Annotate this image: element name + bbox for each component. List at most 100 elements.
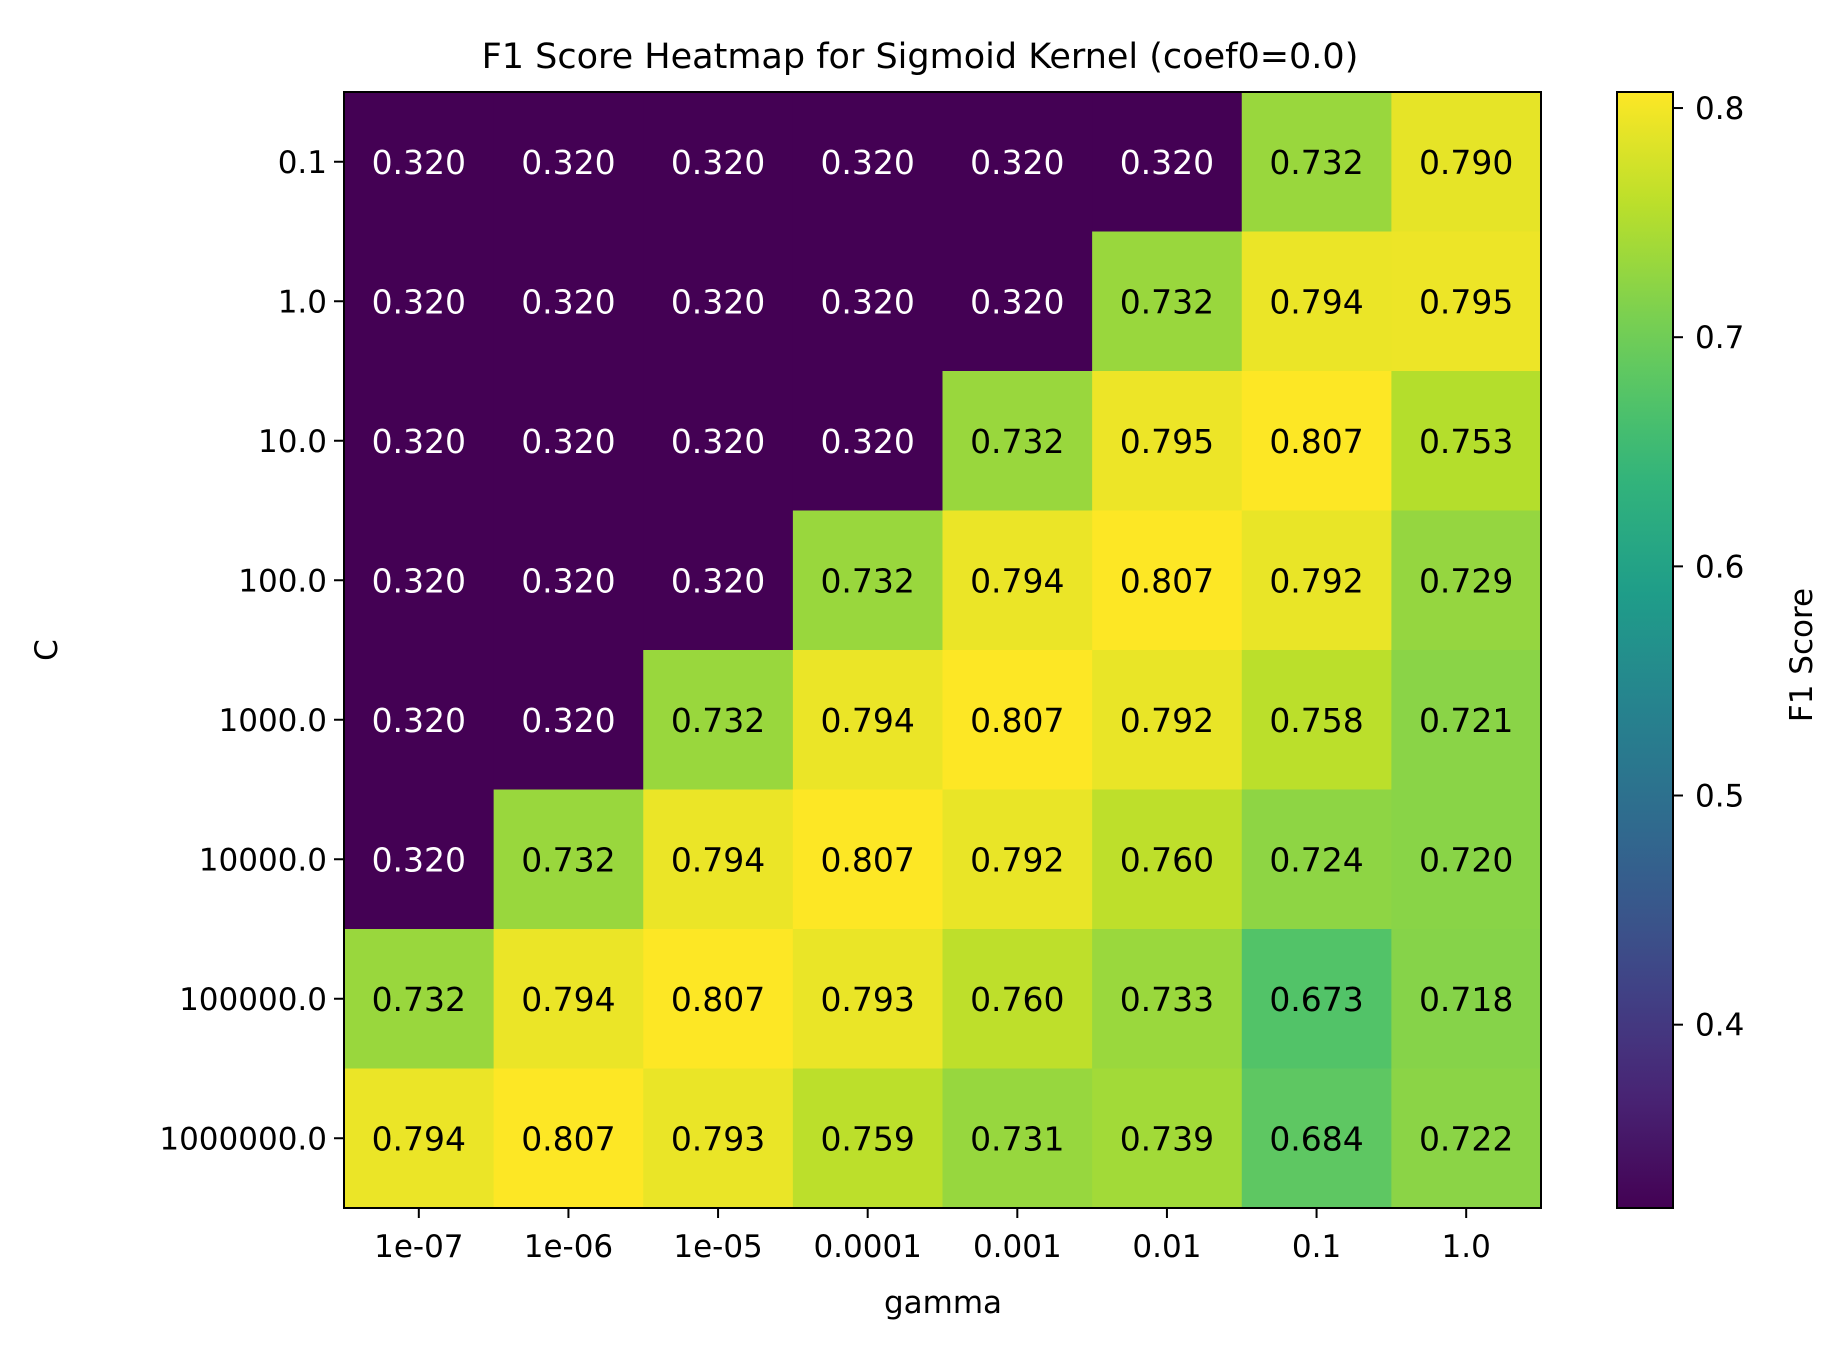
- cell-value-label: 0.320: [820, 143, 914, 182]
- heatmap-cell: [1241, 371, 1392, 512]
- heatmap-cell: [643, 789, 794, 930]
- heatmap-cell: [792, 650, 944, 791]
- cell-value-label: 0.721: [1419, 701, 1513, 740]
- heatmap-cell: [493, 929, 644, 1070]
- cell-value-label: 0.733: [1120, 980, 1214, 1019]
- heatmap-cell: [1241, 231, 1392, 372]
- cell-value-label: 0.732: [521, 840, 615, 879]
- x-tick-label: 1.0: [1442, 1229, 1491, 1265]
- heatmap-cell: [493, 371, 644, 512]
- x-axis-ticks: 1e-07 1e-06 1e-05 0.0001 0.001 0.01 0.1 1.0: [374, 1208, 1491, 1265]
- y-axis-label: C: [29, 639, 65, 661]
- heatmap-cells: [344, 92, 1542, 1209]
- heatmap-cell: [344, 789, 495, 930]
- cell-value-label: 0.320: [372, 701, 466, 740]
- heatmap-cell: [792, 510, 944, 651]
- heatmap-cell: [643, 510, 794, 651]
- plot-frame: [343, 91, 1542, 1209]
- heatmap-cell: [942, 929, 1093, 1070]
- y-tick-label: 10000.0: [199, 842, 327, 878]
- heatmap-cell: [1092, 789, 1243, 930]
- heatmap-cell: [942, 231, 1093, 372]
- heatmap-cell: [1391, 92, 1542, 233]
- y-axis-ticks: 0.1 1.0 10.0 100.0 1000.0 10000.0 100000.0 1000…: [159, 145, 344, 1157]
- cell-value-label: 0.718: [1419, 980, 1513, 1019]
- cell-value-label: 0.759: [820, 1119, 914, 1158]
- cell-value-label: 0.807: [970, 701, 1064, 740]
- x-tick-label: 1e-07: [374, 1229, 463, 1265]
- heatmap-cell: [344, 510, 495, 651]
- heatmap-cell: [493, 1068, 644, 1209]
- cell-value-label: 0.320: [521, 143, 615, 182]
- cell-value-label: 0.320: [372, 143, 466, 182]
- cell-value-label: 0.739: [1120, 1119, 1214, 1158]
- cell-value-label: 0.807: [671, 980, 765, 1019]
- heatmap-cell: [792, 371, 944, 512]
- cell-value-label: 0.724: [1269, 840, 1363, 879]
- cell-value-label: 0.807: [521, 1119, 615, 1158]
- heatmap-cell: [792, 929, 944, 1070]
- cell-value-label: 0.320: [521, 282, 615, 321]
- heatmap-cell: [643, 92, 794, 233]
- heatmap-cell: [643, 1068, 794, 1209]
- cell-value-label: 0.794: [372, 1119, 466, 1158]
- heatmap-cell: [1092, 92, 1243, 233]
- cell-value-label: 0.320: [820, 282, 914, 321]
- heatmap-cell: [643, 231, 794, 372]
- x-tick-label: 1e-05: [673, 1229, 762, 1265]
- heatmap-cell: [1092, 371, 1243, 512]
- cell-value-label: 0.320: [372, 422, 466, 461]
- y-tick-label: 1000.0: [219, 703, 327, 739]
- cell-value-label: 0.758: [1269, 701, 1363, 740]
- colorbar-tick-label: 0.4: [1695, 1008, 1744, 1044]
- heatmap-cell: [1391, 371, 1542, 512]
- cell-value-label: 0.731: [970, 1119, 1064, 1158]
- heatmap-cell: [1391, 510, 1542, 651]
- cell-value-label: 0.793: [820, 980, 914, 1019]
- cell-value-label: 0.807: [1120, 561, 1214, 600]
- cell-value-label: 0.320: [521, 422, 615, 461]
- heatmap-cell: [344, 650, 495, 791]
- cell-value-label: 0.320: [671, 561, 765, 600]
- heatmap-cell: [1241, 650, 1392, 791]
- colorbar-ticks: 0.4 0.5 0.6 0.7 0.8: [1673, 91, 1744, 1044]
- cell-value-label: 0.792: [970, 840, 1064, 879]
- x-axis-label: gamma: [884, 1285, 1002, 1321]
- x-tick-label: 1e-06: [524, 1229, 613, 1265]
- heatmap-cell: [1391, 650, 1542, 791]
- cell-value-label: 0.320: [970, 143, 1064, 182]
- cell-value-label: 0.795: [1120, 422, 1214, 461]
- heatmap-cell: [493, 231, 644, 372]
- x-tick-label: 0.001: [973, 1229, 1062, 1265]
- heatmap-cell: [1092, 1068, 1243, 1209]
- cell-value-label: 0.320: [970, 282, 1064, 321]
- cell-value-label: 0.320: [372, 561, 466, 600]
- cell-value-label: 0.320: [671, 422, 765, 461]
- heatmap-cell: [643, 371, 794, 512]
- cell-value-label: 0.795: [1419, 282, 1513, 321]
- cell-value-label: 0.722: [1419, 1119, 1513, 1158]
- cell-value-label: 0.732: [1120, 282, 1214, 321]
- cell-value-label: 0.760: [970, 980, 1064, 1019]
- cell-value-label: 0.732: [372, 980, 466, 1019]
- colorbar-tick-label: 0.5: [1695, 779, 1744, 815]
- cell-value-label: 0.792: [1120, 701, 1214, 740]
- heatmap-cell: [1092, 231, 1243, 372]
- heatmap-cell: [1391, 231, 1542, 372]
- heatmap-cell: [1092, 929, 1243, 1070]
- cell-value-label: 0.793: [671, 1119, 765, 1158]
- heatmap-cell: [1391, 789, 1542, 930]
- heatmap-cell: [344, 929, 495, 1070]
- y-tick-label: 100.0: [238, 563, 327, 599]
- heatmap-cell: [643, 929, 794, 1070]
- cell-value-label: 0.732: [820, 561, 914, 600]
- heatmap-cell: [1391, 1068, 1542, 1209]
- heatmap-cell: [942, 510, 1093, 651]
- cell-value-label: 0.673: [1269, 980, 1363, 1019]
- chart-title: F1 Score Heatmap for Sigmoid Kernel (coe…: [482, 37, 1359, 77]
- heatmap-cell: [942, 789, 1093, 930]
- heatmap-cell: [1241, 510, 1392, 651]
- cell-value-label: 0.794: [1269, 282, 1363, 321]
- cell-value-label: 0.320: [820, 422, 914, 461]
- y-tick-label: 1000000.0: [159, 1121, 327, 1157]
